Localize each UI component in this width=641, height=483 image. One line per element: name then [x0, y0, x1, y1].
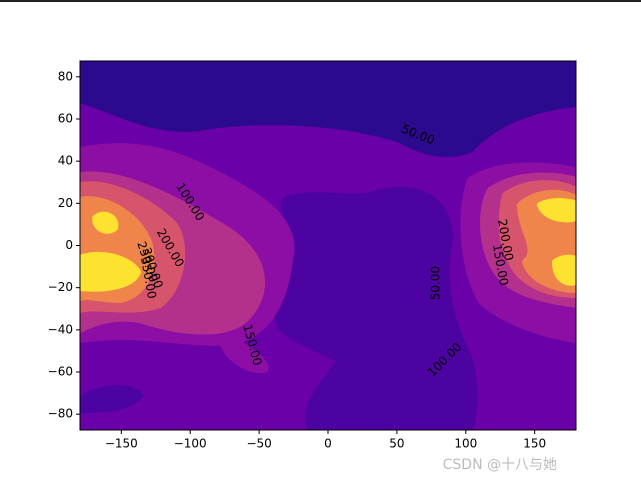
- y-tick-label: −80: [48, 407, 73, 421]
- window-border: [0, 0, 641, 2]
- contour-field: [80, 61, 576, 430]
- y-tick-label: −60: [48, 365, 73, 379]
- watermark: CSDN @十八与她: [443, 457, 557, 473]
- contour-region: [80, 61, 576, 158]
- y-tick-label: 20: [58, 196, 73, 210]
- y-tick-label: 40: [58, 154, 73, 168]
- contour-region: [537, 198, 576, 223]
- x-tick-label: −50: [246, 437, 271, 451]
- contour-region: [552, 254, 576, 286]
- x-tick-label: 100: [454, 437, 477, 451]
- contour-region: [80, 385, 143, 413]
- x-tick-label: 50: [389, 437, 404, 451]
- x-tick-label: −150: [105, 437, 138, 451]
- contour-region: [274, 187, 478, 430]
- x-tick-label: 0: [324, 437, 332, 451]
- contour-region: [217, 327, 269, 374]
- x-tick-label: −100: [174, 437, 207, 451]
- x-tick-label: 150: [523, 437, 546, 451]
- contour-region: [92, 211, 119, 234]
- y-tick-label: 60: [58, 111, 73, 125]
- y-tick-label: −40: [48, 322, 73, 336]
- contour-label: 50.00: [429, 266, 443, 300]
- y-tick-label: −20: [48, 280, 73, 294]
- y-tick-label: 0: [65, 238, 73, 252]
- y-tick-label: 80: [58, 69, 73, 83]
- contour-region: [80, 251, 141, 292]
